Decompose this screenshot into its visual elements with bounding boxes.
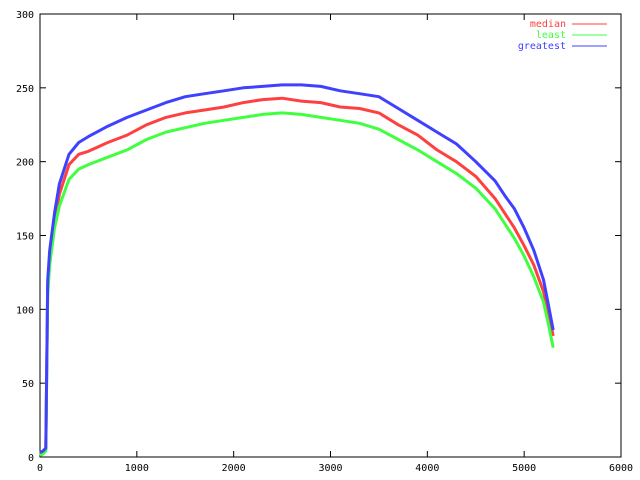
y-axis: 0 50 100 150 200 250 300 bbox=[16, 10, 621, 464]
legend-label: greatest bbox=[518, 41, 566, 52]
x-tick-label: 5000 bbox=[512, 463, 536, 474]
series-line-median bbox=[39, 96, 555, 456]
y-tick-label: 100 bbox=[16, 305, 34, 316]
x-tick-label: 0 bbox=[37, 463, 43, 474]
legend-label: least bbox=[536, 30, 566, 41]
plot-frame bbox=[39, 13, 622, 458]
x-tick-label: 2000 bbox=[222, 463, 246, 474]
x-tick-label: 4000 bbox=[415, 463, 439, 474]
x-tick-label: 6000 bbox=[609, 463, 633, 474]
series-line-least bbox=[39, 111, 555, 457]
legend-label: median bbox=[530, 19, 566, 30]
y-tick-label: 150 bbox=[16, 232, 34, 243]
y-tick-label: 300 bbox=[16, 10, 34, 21]
y-tick-label: 200 bbox=[16, 158, 34, 169]
x-axis: 0 1000 2000 3000 4000 5000 6000 bbox=[37, 14, 633, 474]
x-tick-label: 1000 bbox=[125, 463, 149, 474]
x-tick-label: 3000 bbox=[318, 463, 342, 474]
y-tick-label: 0 bbox=[28, 453, 34, 464]
series-line-greatest bbox=[39, 83, 555, 454]
series-layer bbox=[39, 83, 555, 457]
y-tick-label: 50 bbox=[22, 379, 34, 390]
y-tick-label: 250 bbox=[16, 84, 34, 95]
